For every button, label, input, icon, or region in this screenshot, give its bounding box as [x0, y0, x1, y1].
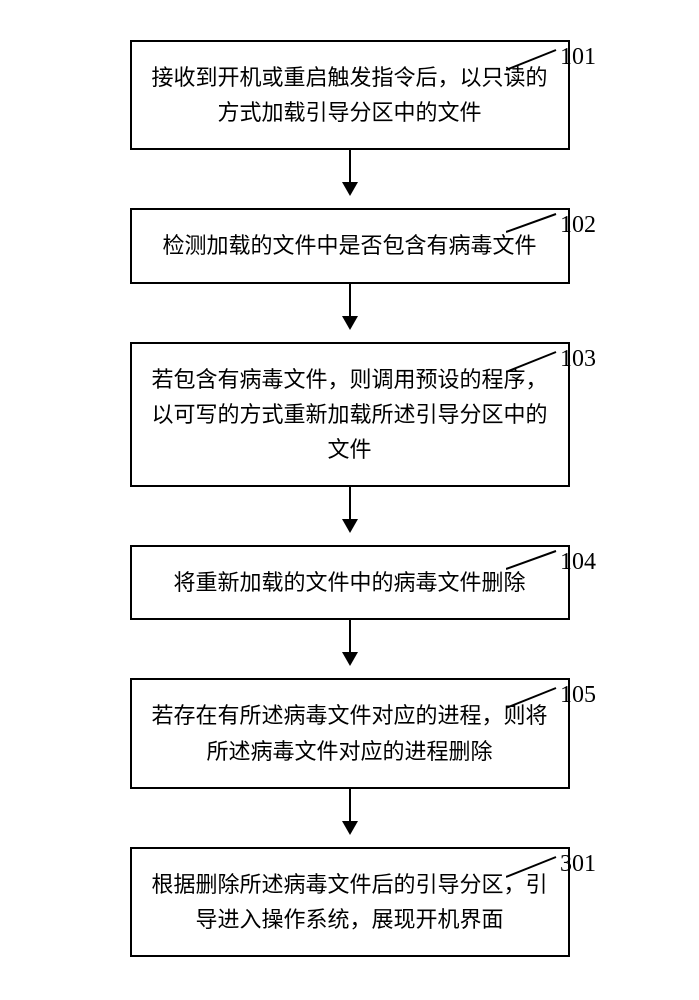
step-row-104: 将重新加载的文件中的病毒文件删除 104: [0, 545, 699, 620]
leader-line: [506, 210, 566, 240]
flowchart-container: 接收到开机或重启触发指令后，以只读的方式加载引导分区中的文件 101 检测加载的…: [0, 40, 699, 957]
leader-line: [506, 547, 566, 577]
step-row-101: 接收到开机或重启触发指令后，以只读的方式加载引导分区中的文件 101: [0, 40, 699, 150]
step-box-103: 若包含有病毒文件，则调用预设的程序，以可写的方式重新加载所述引导分区中的文件: [130, 342, 570, 488]
arrow-down-icon: [349, 150, 351, 208]
step-label-101: 101: [560, 44, 596, 71]
step-box-105: 若存在有所述病毒文件对应的进程，则将所述病毒文件对应的进程删除: [130, 678, 570, 788]
step-label-103: 103: [560, 346, 596, 373]
step-row-102: 检测加载的文件中是否包含有病毒文件 102: [0, 208, 699, 283]
step-box-102: 检测加载的文件中是否包含有病毒文件: [130, 208, 570, 283]
step-text: 接收到开机或重启触发指令后，以只读的方式加载引导分区中的文件: [152, 60, 548, 130]
step-text: 若包含有病毒文件，则调用预设的程序，以可写的方式重新加载所述引导分区中的文件: [152, 362, 548, 468]
leader-line: [506, 853, 566, 883]
step-label-104: 104: [560, 549, 596, 576]
step-label-105: 105: [560, 682, 596, 709]
step-row-103: 若包含有病毒文件，则调用预设的程序，以可写的方式重新加载所述引导分区中的文件 1…: [0, 342, 699, 488]
arrow-down-icon: [349, 789, 351, 847]
step-box-101: 接收到开机或重启触发指令后，以只读的方式加载引导分区中的文件: [130, 40, 570, 150]
step-text: 根据删除所述病毒文件后的引导分区，引导进入操作系统，展现开机界面: [152, 867, 548, 937]
step-box-301: 根据删除所述病毒文件后的引导分区，引导进入操作系统，展现开机界面: [130, 847, 570, 957]
arrow-down-icon: [349, 487, 351, 545]
arrow-down-icon: [349, 284, 351, 342]
arrow-down-icon: [349, 620, 351, 678]
step-text: 将重新加载的文件中的病毒文件删除: [173, 565, 525, 600]
leader-line: [506, 684, 566, 714]
step-text: 检测加载的文件中是否包含有病毒文件: [162, 228, 536, 263]
step-label-102: 102: [560, 212, 596, 239]
step-row-105: 若存在有所述病毒文件对应的进程，则将所述病毒文件对应的进程删除 105: [0, 678, 699, 788]
step-label-301: 301: [560, 851, 596, 878]
step-box-104: 将重新加载的文件中的病毒文件删除: [130, 545, 570, 620]
step-row-301: 根据删除所述病毒文件后的引导分区，引导进入操作系统，展现开机界面 301: [0, 847, 699, 957]
leader-line: [506, 46, 566, 76]
step-text: 若存在有所述病毒文件对应的进程，则将所述病毒文件对应的进程删除: [152, 698, 548, 768]
leader-line: [506, 348, 566, 378]
